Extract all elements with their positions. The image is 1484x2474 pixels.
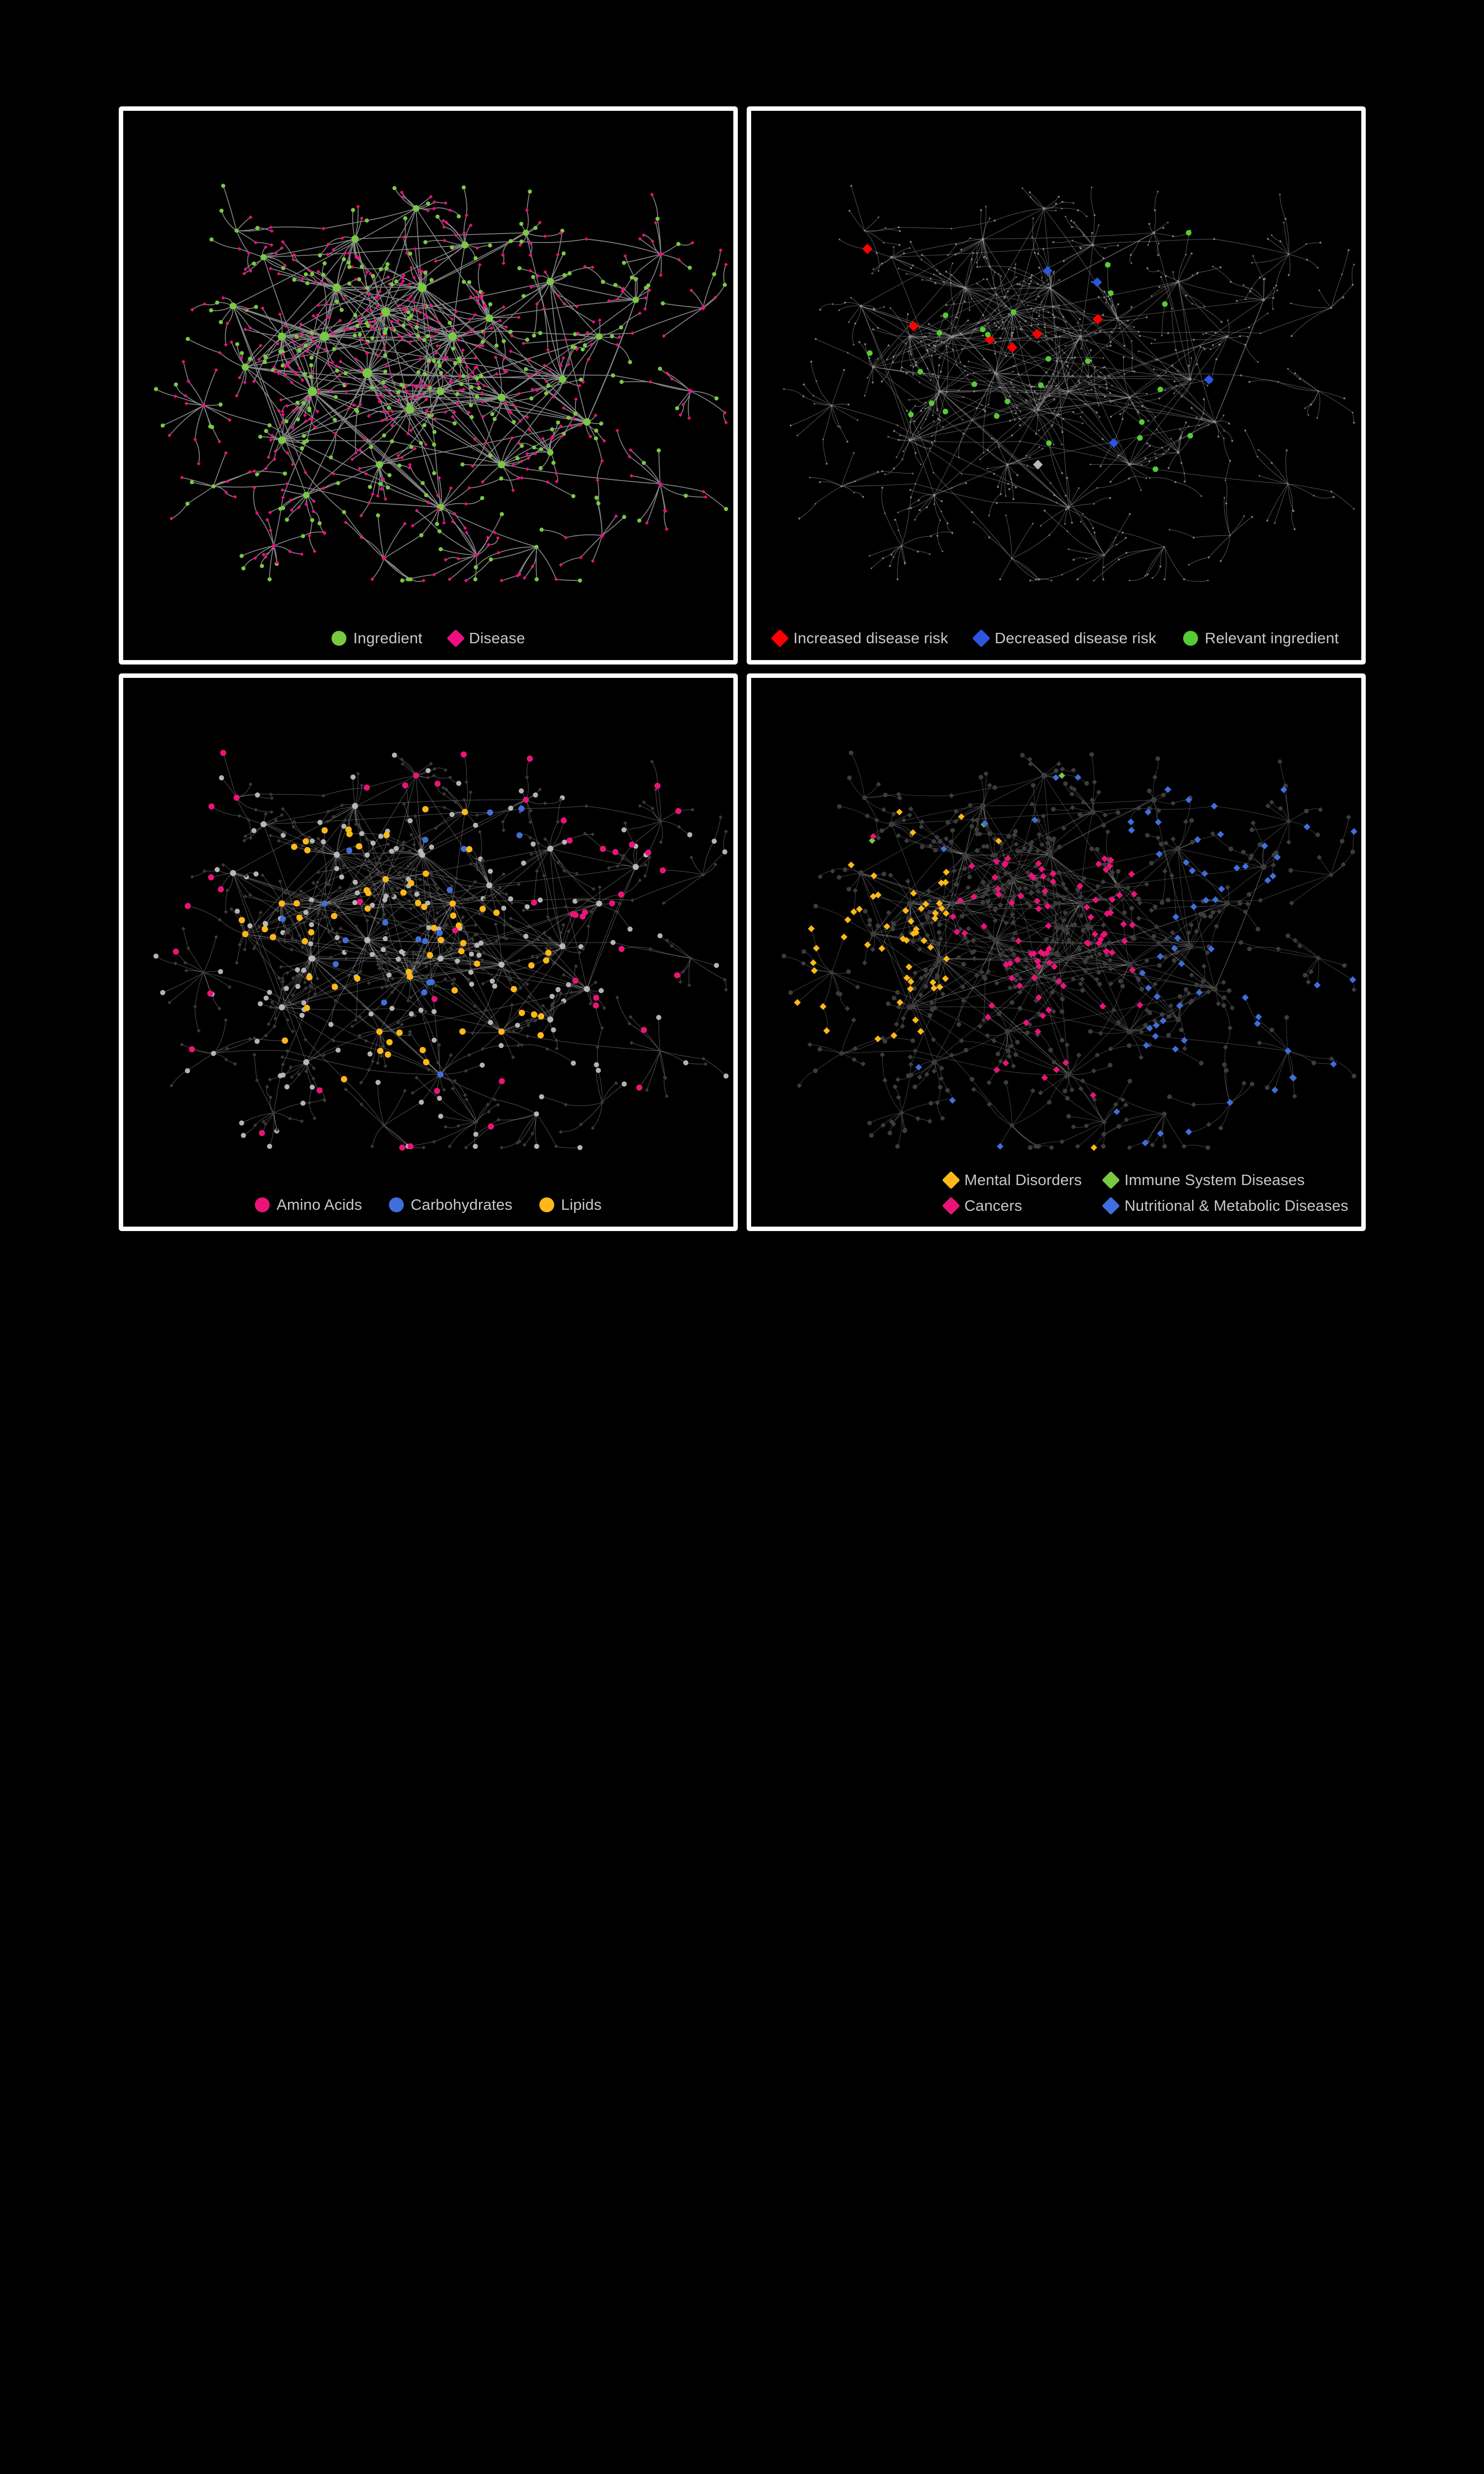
panel-disease-risk[interactable]: Increased disease risk Decreased disease… xyxy=(747,106,1366,665)
panel-nutrient-classes[interactable]: Amino Acids Carbohydrates Lipids xyxy=(119,673,738,1231)
panel-grid: Ingredient Disease Increased disease ris… xyxy=(119,106,1366,1231)
footer: Created by: EdgeLeap xyxy=(0,1237,1484,1336)
panel-ingredient-disease[interactable]: Ingredient Disease xyxy=(119,106,738,665)
network-canvas-3[interactable] xyxy=(123,678,733,1227)
network-graph-nutrient-classes xyxy=(153,749,729,1150)
figure-root: Ingredient Disease Increased disease ris… xyxy=(0,106,1484,1336)
network-graph-disease-risk xyxy=(783,185,1355,582)
panel-disease-categories[interactable]: Mental Disorders Immune System Diseases … xyxy=(747,673,1366,1231)
network-graph-ingredient-disease xyxy=(154,184,728,583)
network-canvas-4[interactable] xyxy=(751,678,1361,1227)
network-graph-disease-categories xyxy=(781,750,1358,1151)
network-canvas-2[interactable] xyxy=(751,111,1361,660)
network-canvas-1[interactable] xyxy=(123,111,733,660)
